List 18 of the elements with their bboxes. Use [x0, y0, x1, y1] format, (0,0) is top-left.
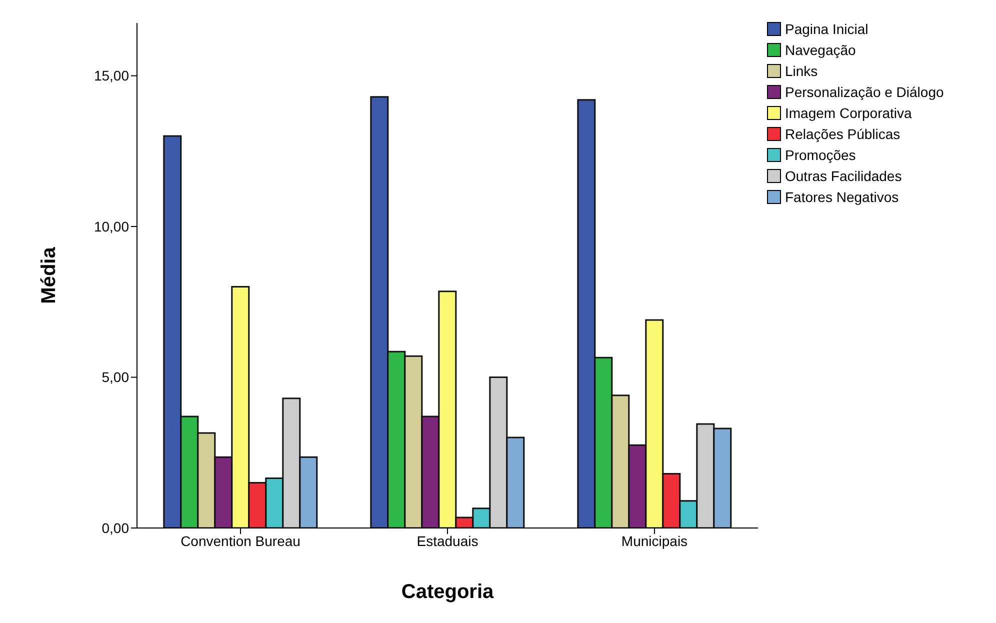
x-tick-label: Municipais [621, 532, 688, 549]
x-tick-label: Estaduais [416, 532, 478, 549]
y-tick-label: 5,00 [102, 369, 130, 386]
y-axis-title: Média [38, 246, 60, 304]
legend-label: Imagem Corporativa [785, 104, 912, 120]
legend-label: Pagina Inicial [785, 20, 868, 36]
y-tick-label: 0,00 [102, 520, 130, 536]
legend-label: Promoções [785, 146, 856, 162]
legend-label: Fatores Negativos [785, 188, 899, 204]
x-tick-label: Convention Bureau [180, 532, 300, 549]
legend-label: Navegação [785, 42, 856, 58]
x-axis-title: Categoria [401, 581, 494, 603]
y-tick-label: 10,00 [94, 218, 130, 234]
legend-label: Relações Públicas [785, 126, 900, 142]
legend-label: Outras Facilidades [785, 168, 902, 184]
y-tick-label: 15,00 [94, 68, 130, 84]
legend-label: Links [785, 62, 818, 78]
legend-label: Personalização e Diálogo [785, 84, 944, 100]
